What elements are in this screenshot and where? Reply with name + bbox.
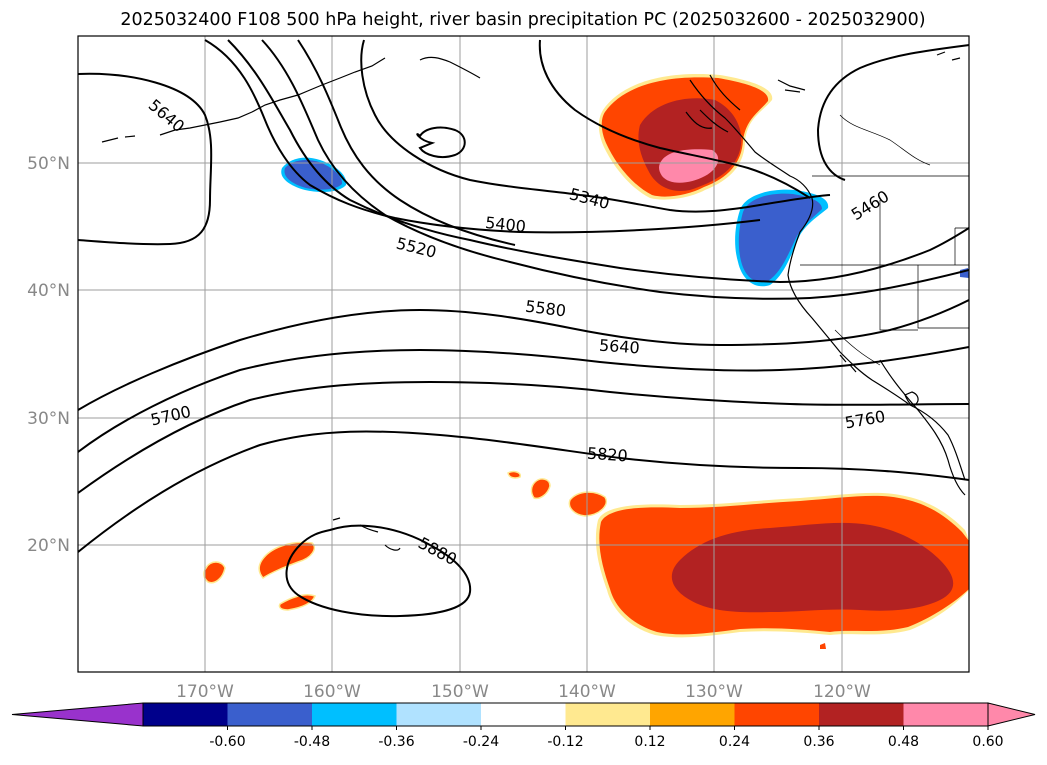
colorbar-tick-label: -0.48 [294,734,330,750]
map-area: 5640 5340 5400 5520 5460 5580 5640 5700 … [78,36,969,672]
lon-label: 120°W [813,682,871,702]
colorbar-box [819,703,904,726]
colorbar-tick-label: 0.24 [719,734,750,750]
figure-title: 2025032400 F108 500 hPa height, river ba… [120,10,925,30]
height-contours [78,39,969,618]
colorbar-extension-low [11,702,144,727]
precip-anomaly-offshore-negative [735,189,829,287]
contour-label: 5820 [586,444,628,466]
colorbar-box [227,703,313,726]
colorbar-tick-label: 0.12 [634,734,665,750]
colorbar-tick-label: 0.48 [888,734,919,750]
lon-label: 140°W [558,682,616,702]
lon-label: 130°W [685,682,743,702]
colorbar-tick-label: 0.36 [803,734,834,750]
contour-label: 5580 [524,297,567,321]
precip-anomaly-northwest-positive [598,74,773,200]
map-frame-border [77,35,970,673]
precip-patch-4 [258,541,316,579]
lat-label: 20°N [27,536,70,556]
lon-label: 160°W [303,682,361,702]
precip-patch-7 [820,643,826,649]
colorbar-box [143,703,228,726]
precip-patch-6 [203,561,226,584]
contour-label: 5640 [598,336,640,358]
longitude-labels: 170°W 160°W 150°W 140°W 130°W 120°W [176,682,871,702]
colorbar-box [481,703,566,726]
colorbar-box [565,703,651,726]
precip-patch-5 [278,593,316,611]
precip-patch-3 [507,470,522,479]
colorbar-tick-label: -0.36 [378,734,414,750]
colorbar-box [903,703,989,726]
colorbar-tick-label: -0.24 [463,734,499,750]
lon-label: 150°W [431,682,489,702]
lat-label: 50°N [27,154,70,174]
precip-patch-2 [530,478,551,500]
colorbar-tick-label: 0.60 [972,734,1003,750]
colorbar-box [312,703,397,726]
contour-label: 5400 [484,213,526,236]
lat-label: 30°N [27,409,70,429]
precip-anomaly-subtropical-positive [595,492,969,638]
lat-label: 40°N [27,281,70,301]
colorbar-tick-label: -0.60 [209,734,245,750]
colorbar-box [396,703,482,726]
latitude-labels: 50°N 40°N 30°N 20°N [27,154,70,556]
colorbar-extension-high [987,702,1036,727]
colorbar-box [650,703,735,726]
lon-label: 170°W [176,682,234,702]
colorbar: -0.60 -0.48 -0.36 -0.24 -0.12 0.12 0.24 0.36 0.4… [11,702,1036,750]
colorbar-tick-label: -0.12 [547,734,583,750]
colorbar-box [734,703,820,726]
